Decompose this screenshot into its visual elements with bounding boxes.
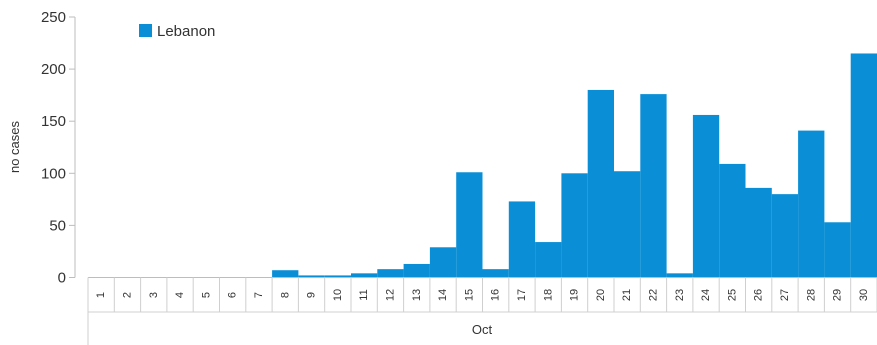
bar [456, 172, 483, 278]
x-tick-label: 23 [674, 289, 686, 301]
x-tick-label: 4 [174, 292, 186, 298]
x-tick-label: 12 [384, 289, 396, 301]
x-tick-label: 29 [832, 289, 844, 301]
bar [561, 173, 588, 278]
x-tick-label: 30 [858, 289, 870, 301]
bar [587, 89, 614, 278]
bar [745, 187, 772, 278]
x-tick-label: 3 [148, 292, 160, 298]
y-tick-label: 150 [41, 113, 66, 130]
y-tick-label: 250 [41, 9, 66, 26]
x-tick-label: 1 [95, 292, 107, 298]
y-tick-label: 50 [49, 217, 66, 234]
x-axis-title: Oct [472, 322, 493, 337]
x-tick-label: 16 [490, 289, 502, 301]
bar [403, 263, 430, 278]
legend-label: Lebanon [157, 23, 215, 40]
x-tick-label: 7 [253, 292, 265, 298]
bar [535, 242, 562, 278]
x-tick-label: 6 [227, 292, 239, 298]
bar [298, 275, 325, 278]
y-tick-label: 100 [41, 165, 66, 182]
x-tick-label: 21 [621, 289, 633, 301]
x-axis: 1 2 3 4 5 6 7 8 9 10 11 12 13 14 15 16 17 18 19 20 21 22 23 24 2… [87, 277, 877, 345]
x-tick-label: 18 [542, 289, 554, 301]
x-tick-label: 5 [200, 292, 212, 298]
x-tick-label: 27 [779, 289, 791, 301]
x-tick-label: 14 [437, 289, 449, 301]
x-tick-label: 28 [805, 289, 817, 301]
legend: Lebanon [139, 23, 215, 40]
x-tick-label: 22 [647, 289, 659, 301]
y-tick-label: 0 [58, 270, 66, 287]
x-tick-label: 8 [279, 292, 291, 298]
x-tick-label: 17 [516, 289, 528, 301]
bars [272, 53, 877, 278]
x-tick-label: 2 [121, 292, 133, 298]
bar [771, 194, 799, 278]
bar [351, 273, 378, 278]
bar [324, 275, 351, 278]
bar [640, 94, 667, 278]
bar [692, 114, 720, 278]
bar [824, 222, 851, 278]
x-tick-label: 26 [753, 289, 765, 301]
x-tick-label: 15 [463, 289, 475, 301]
x-tick-label: 19 [569, 289, 581, 301]
x-tick-label: 11 [358, 289, 370, 300]
y-tick-label: 200 [41, 61, 66, 78]
bar [272, 270, 299, 278]
bar [614, 171, 641, 278]
bar [377, 269, 404, 278]
bar [719, 163, 746, 278]
bar [666, 273, 693, 278]
x-tick-label: 25 [726, 289, 738, 301]
x-tick-label: 24 [700, 289, 712, 301]
bar [482, 269, 509, 278]
bar [429, 247, 457, 278]
y-axis-title: no cases [7, 120, 22, 173]
y-axis-ticks: 0 50 100 150 200 250 [41, 9, 76, 287]
x-tick-label: 20 [595, 289, 607, 301]
bar [508, 201, 536, 278]
x-tick-label: 13 [411, 289, 423, 301]
x-tick-label: 9 [306, 292, 318, 298]
x-tick-label: 10 [332, 289, 344, 301]
legend-swatch [139, 24, 152, 37]
bar [798, 130, 825, 278]
bar [850, 53, 877, 278]
